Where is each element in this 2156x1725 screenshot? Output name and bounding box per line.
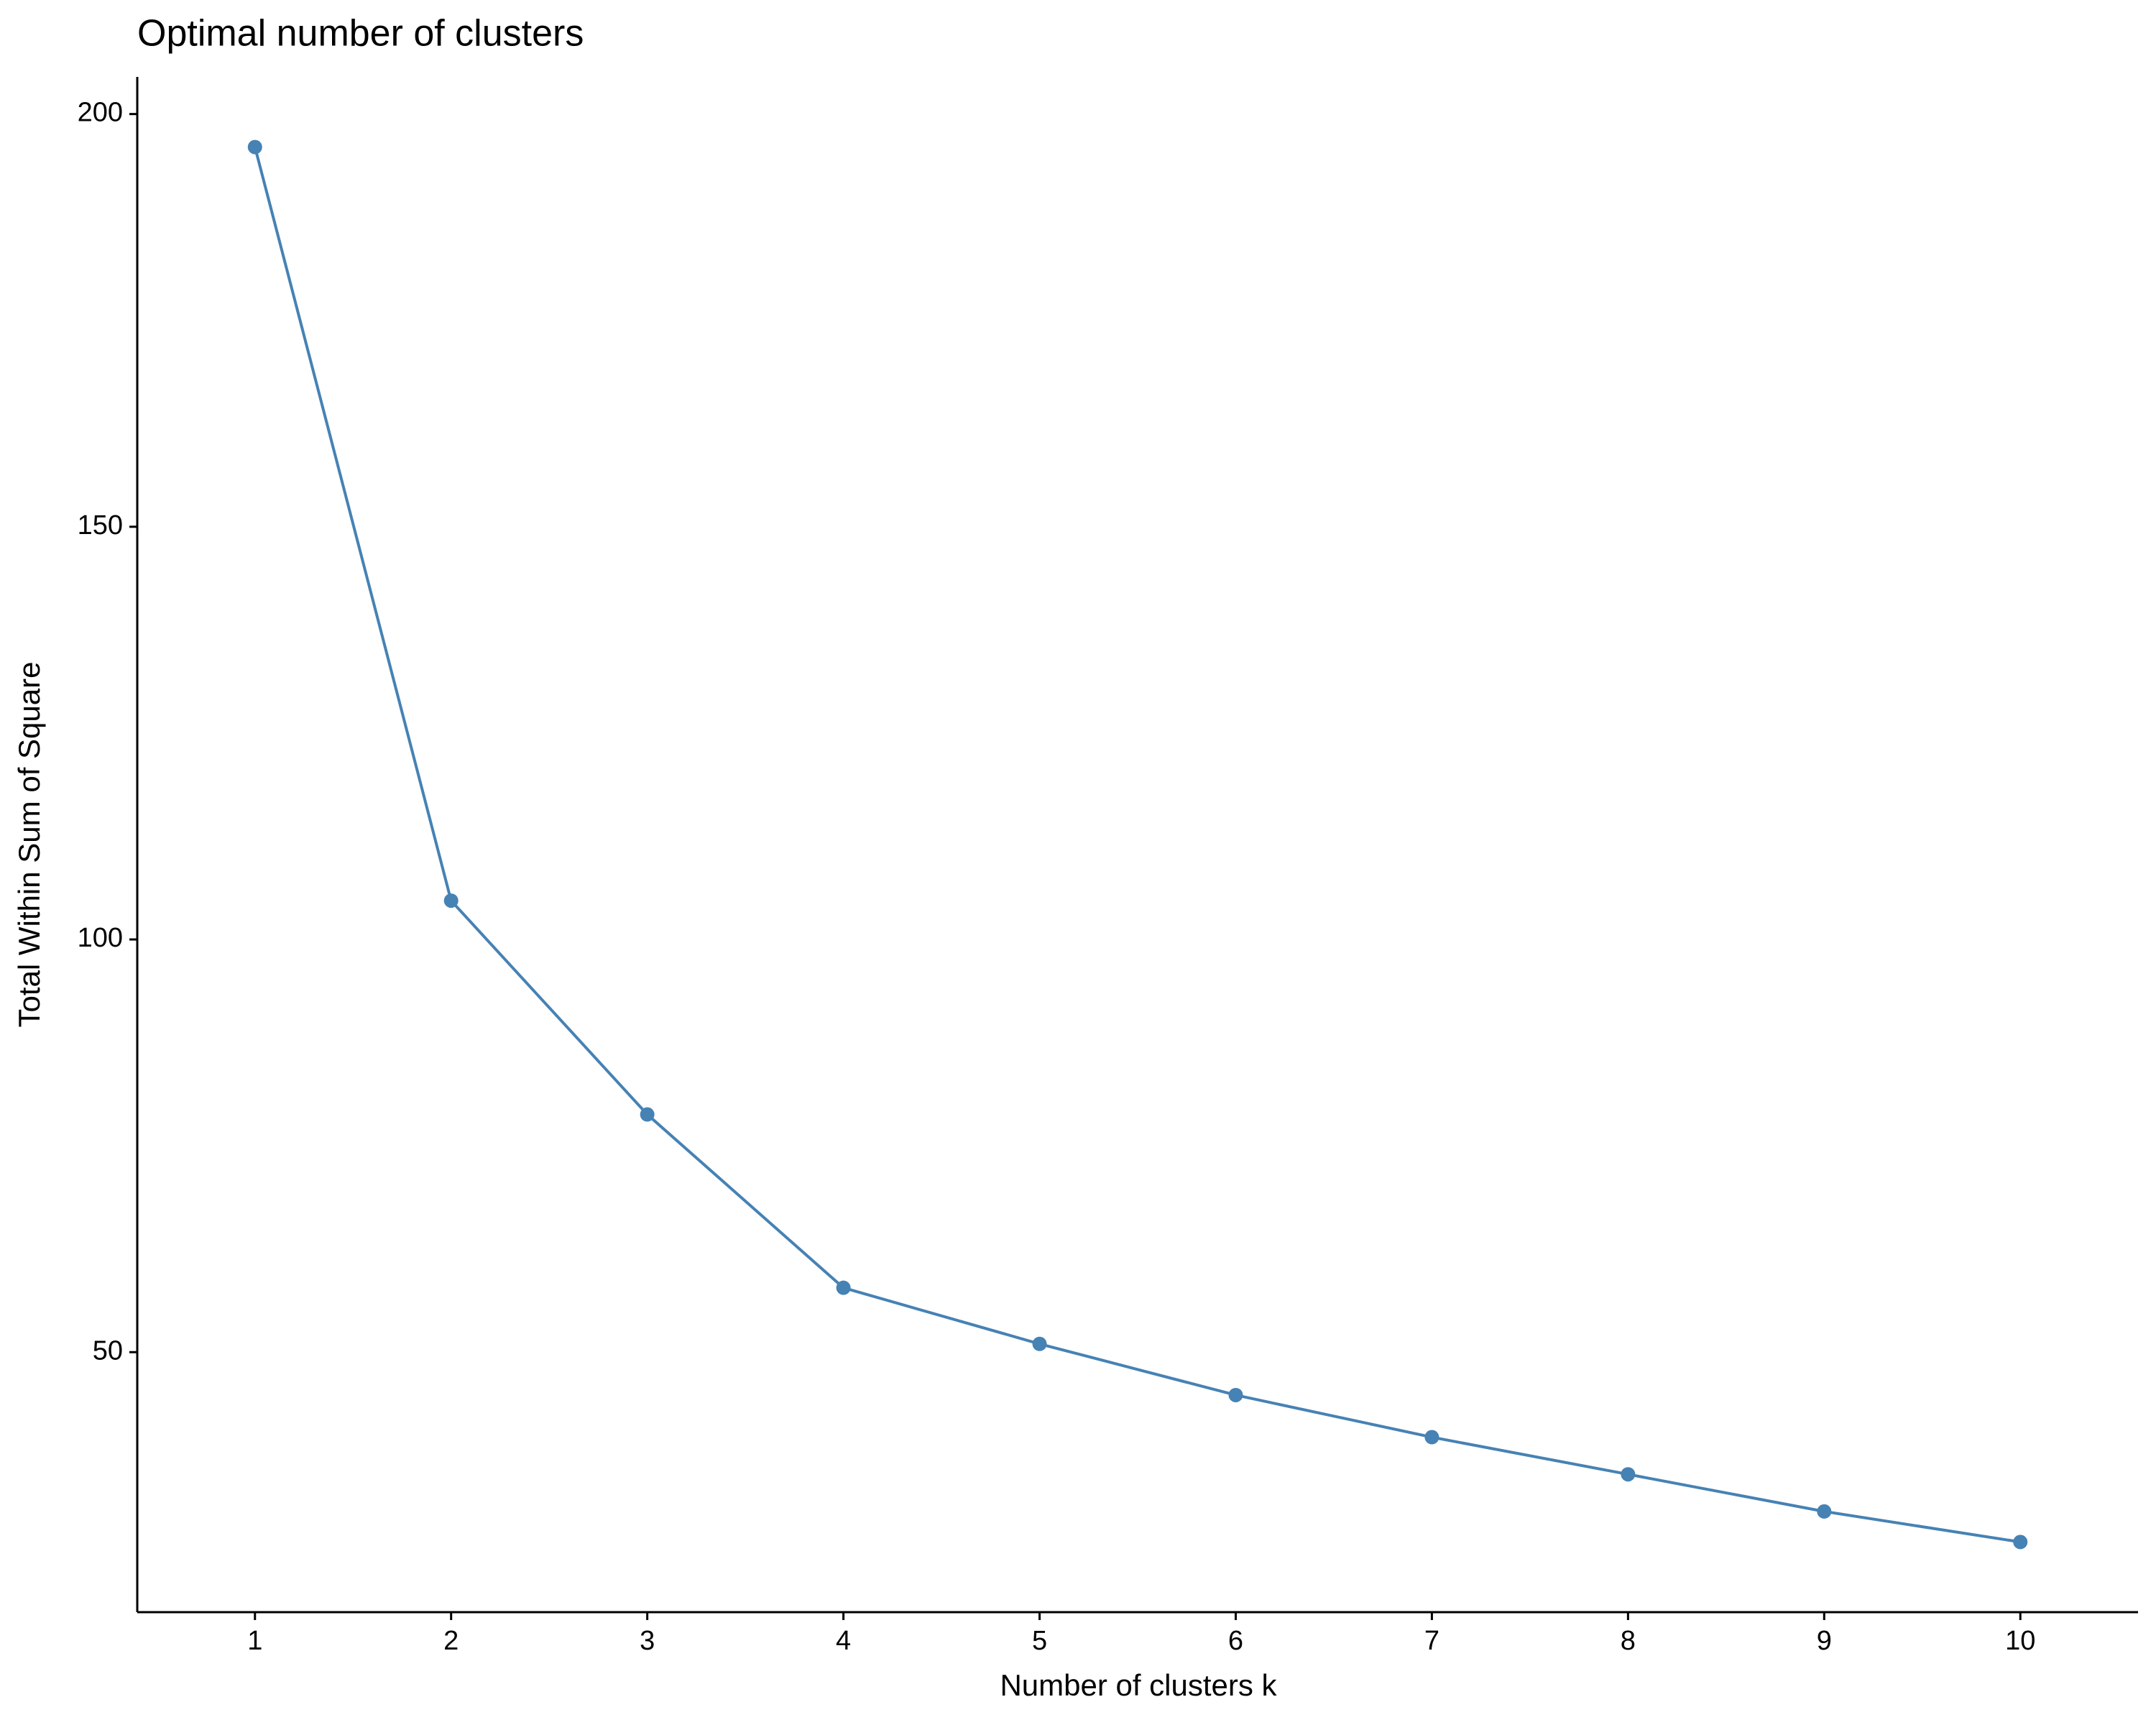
point: [1621, 1467, 1636, 1482]
x-tick-label: 7: [1424, 1626, 1439, 1656]
x-tick-label: 3: [640, 1626, 655, 1656]
point: [443, 893, 459, 908]
point: [640, 1107, 655, 1122]
point: [836, 1280, 851, 1295]
y-tick-label: 200: [78, 98, 123, 128]
x-tick-label: 4: [836, 1626, 851, 1656]
x-tick-label: 5: [1032, 1626, 1047, 1656]
point: [247, 139, 262, 155]
y-tick-label: 100: [78, 923, 123, 953]
point: [1032, 1336, 1047, 1351]
y-tick-label: 50: [93, 1335, 123, 1366]
point: [2013, 1535, 2028, 1550]
series-line: [253, 147, 2021, 1544]
x-tick-label: 2: [443, 1626, 459, 1656]
point: [1228, 1387, 1243, 1402]
chart-title: Optimal number of clusters: [137, 13, 584, 55]
point: [1424, 1430, 1439, 1445]
x-tick-label: 10: [2005, 1626, 2035, 1656]
point: [1817, 1504, 1832, 1519]
x-tick-label: 1: [247, 1626, 262, 1656]
y-axis-title: Total Within Sum of Square: [12, 662, 46, 1028]
x-tick-label: 9: [1817, 1626, 1832, 1656]
x-tick-label: 6: [1228, 1626, 1243, 1656]
y-tick-label: 150: [78, 510, 123, 540]
x-axis-title: Number of clusters k: [1000, 1668, 1277, 1702]
x-tick-label: 8: [1621, 1626, 1636, 1656]
